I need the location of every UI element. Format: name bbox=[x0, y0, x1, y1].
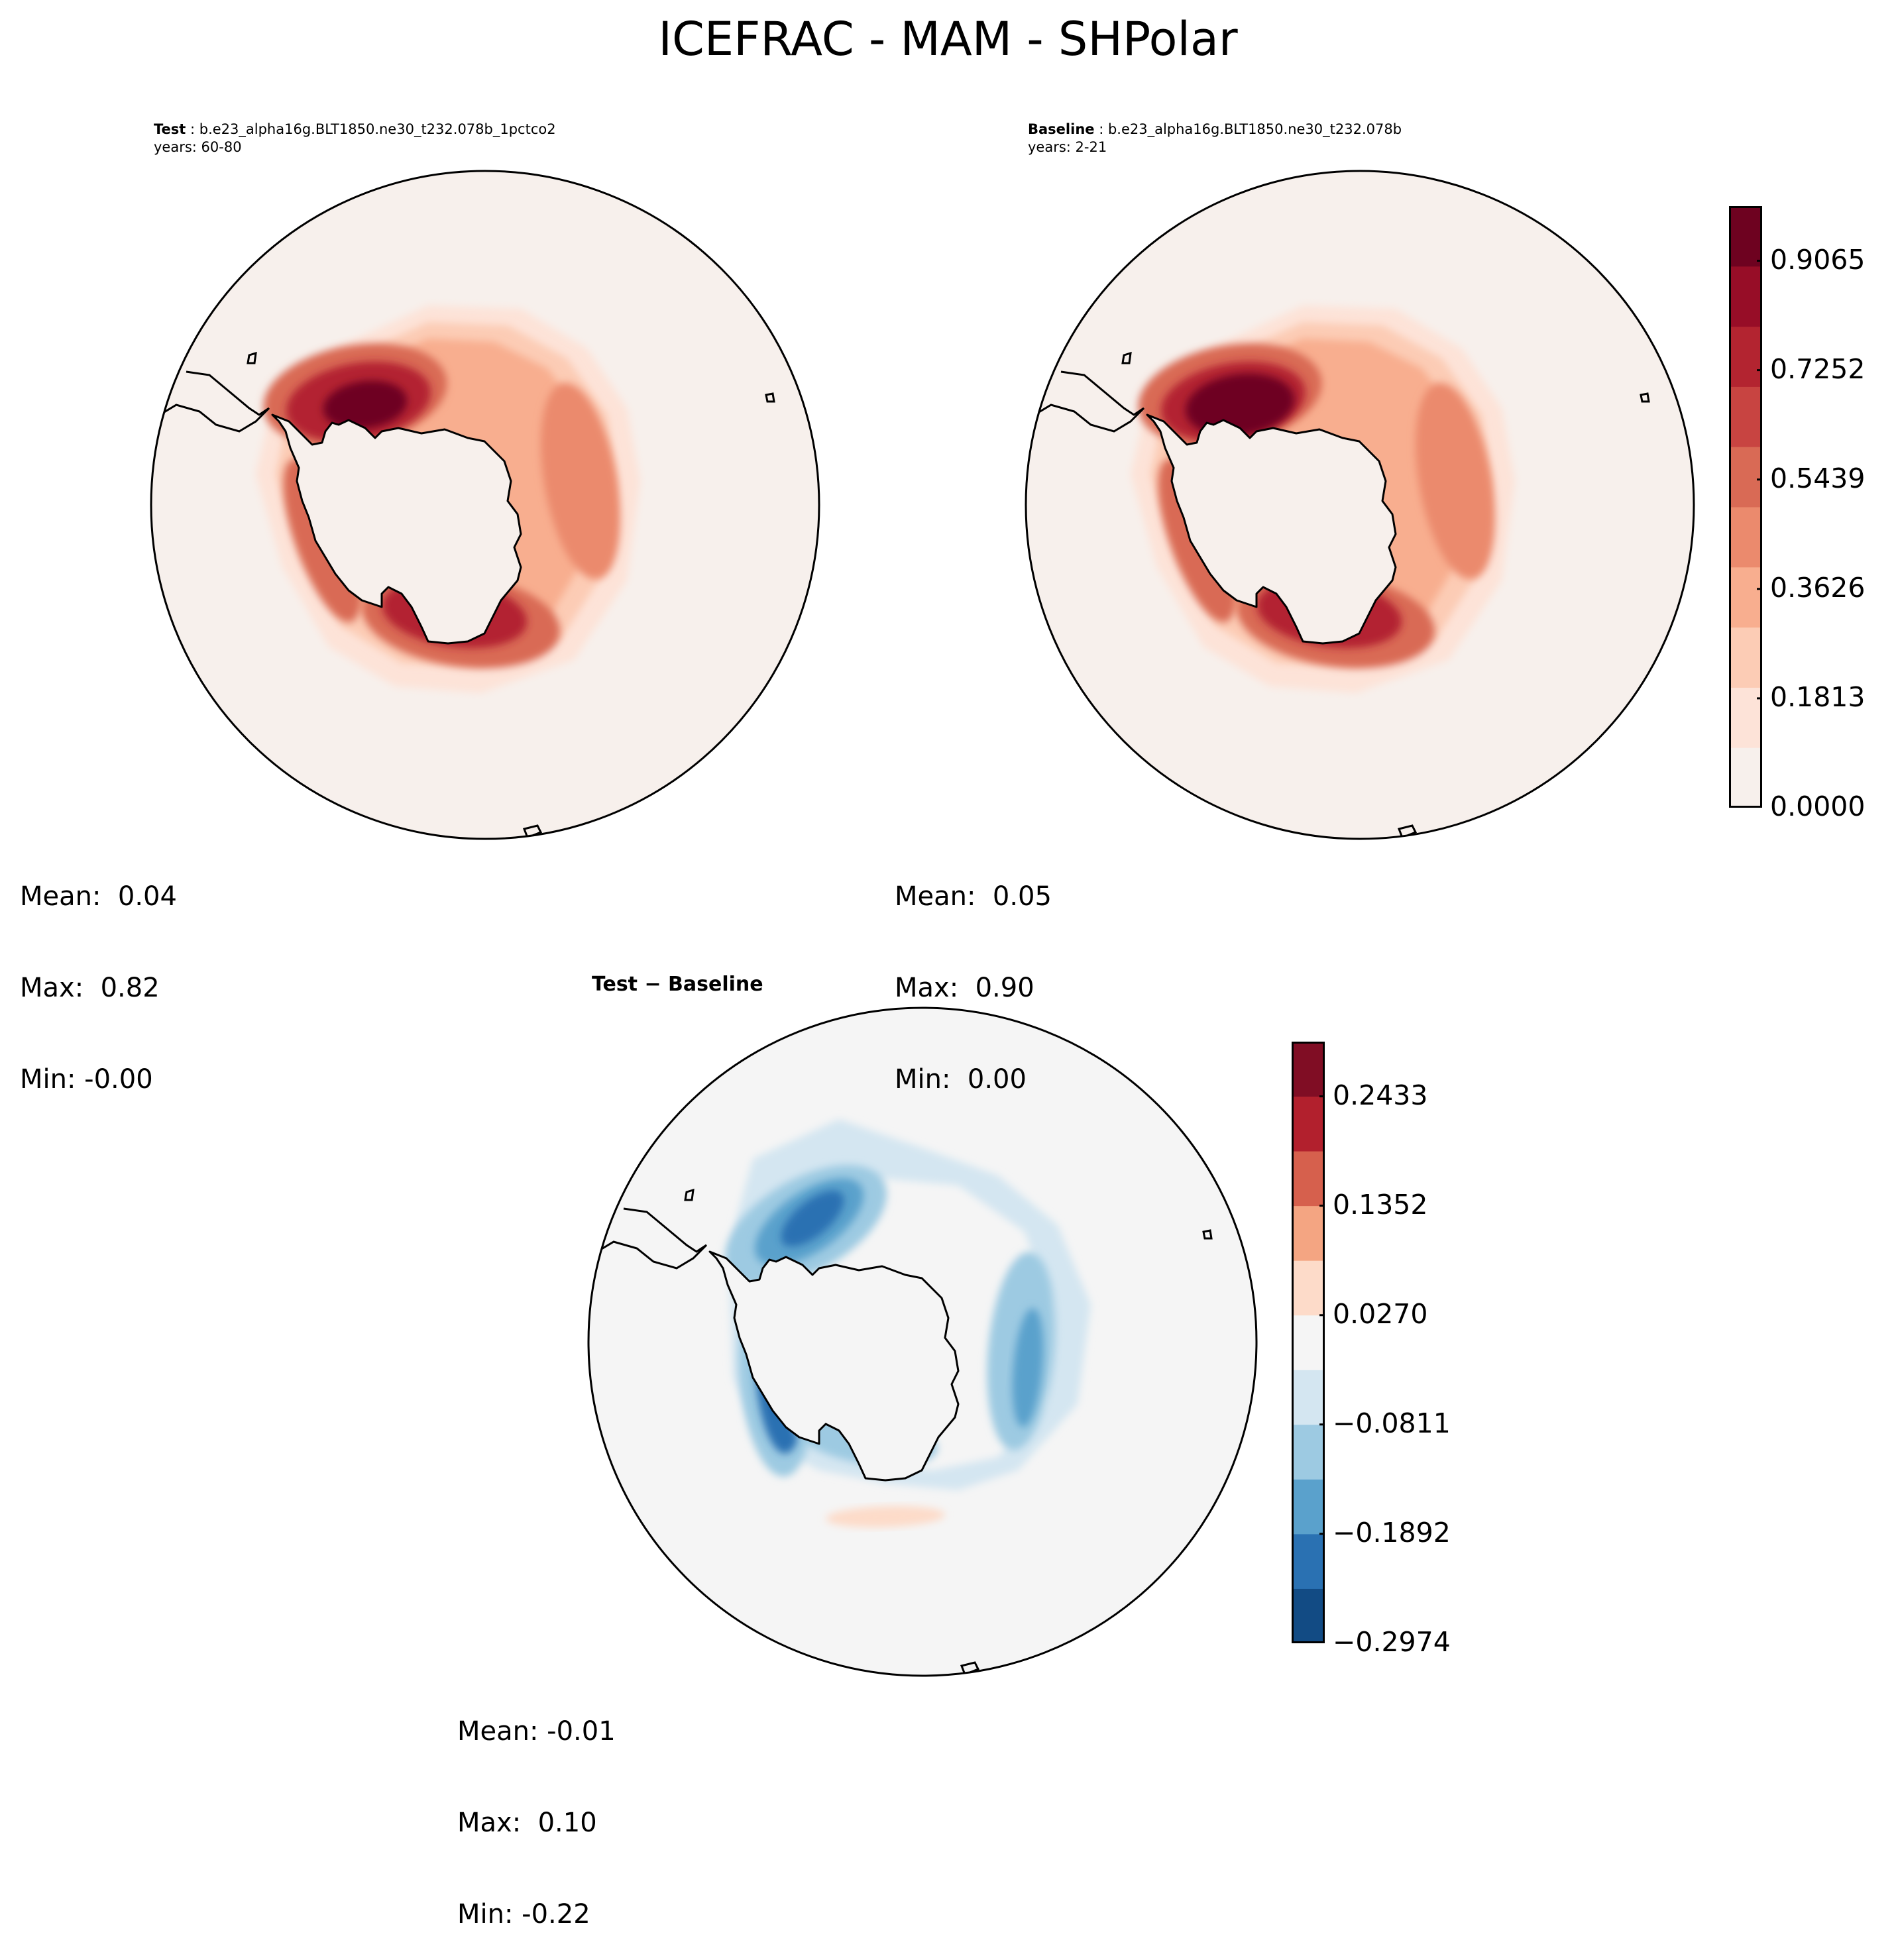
test-years: years: 60-80 bbox=[154, 139, 242, 155]
baseline-mean: Mean: 0.05 bbox=[895, 881, 1052, 912]
baseline-stats: Mean: 0.05 Max: 0.90 Min: 0.00 bbox=[895, 820, 1052, 1125]
colorbar-tick-label: 0.1813 bbox=[1770, 681, 1866, 713]
colorbar-segment bbox=[1729, 386, 1762, 447]
colorbar-segment bbox=[1729, 567, 1762, 628]
test-header-label: Test bbox=[154, 121, 186, 137]
east-diff-2 bbox=[1012, 1308, 1044, 1427]
diff-panel-label: Test − Baseline bbox=[592, 973, 763, 996]
difference-map bbox=[587, 1007, 1258, 1677]
colorbar-segment bbox=[1292, 1588, 1325, 1643]
island-coastline bbox=[522, 824, 543, 839]
colorbar-segment bbox=[1292, 1315, 1325, 1370]
ross-pos-anom bbox=[826, 1505, 945, 1528]
baseline-header-label: Baseline bbox=[1028, 121, 1095, 137]
colorbar-frame bbox=[1292, 1042, 1325, 1643]
map-boundary bbox=[150, 170, 820, 840]
colorbar-segment bbox=[1729, 326, 1762, 387]
colorbar-segment bbox=[1292, 1479, 1325, 1535]
island-coastline bbox=[1640, 392, 1650, 403]
colorbar-segment bbox=[1729, 266, 1762, 327]
weddell-ice-3 bbox=[323, 380, 408, 429]
colorbar-tick-label: 0.9065 bbox=[1770, 243, 1866, 276]
colorbar-segment bbox=[1729, 447, 1762, 508]
colorbar-segment bbox=[1729, 627, 1762, 688]
baseline-case-name: : b.e23_alpha16g.BLT1850.ne30_t232.078b bbox=[1094, 121, 1402, 137]
antarctica-coastline bbox=[271, 413, 522, 645]
weddell-ice-3 bbox=[1186, 373, 1294, 437]
map-boundary bbox=[587, 1007, 1258, 1677]
colorbar-segment bbox=[1729, 747, 1762, 808]
island-coastline bbox=[684, 1188, 695, 1201]
colorbar-tick-label: 0.0270 bbox=[1333, 1297, 1428, 1330]
antarctica-coastline bbox=[1146, 413, 1397, 645]
island-coastline bbox=[1202, 1229, 1213, 1240]
colorbar-segment bbox=[1292, 1042, 1325, 1097]
colorbar-tick-label: 0.1352 bbox=[1333, 1188, 1428, 1221]
test-max: Max: 0.82 bbox=[20, 973, 160, 1003]
diff-colorbar bbox=[1292, 1042, 1325, 1643]
test-stats: Mean: 0.04 Max: 0.82 Min: -0.00 bbox=[20, 820, 177, 1125]
diff-mean: Mean: -0.01 bbox=[457, 1716, 616, 1747]
south-america-coastline bbox=[596, 1207, 708, 1270]
colorbar-segment bbox=[1292, 1151, 1325, 1207]
baseline-years: years: 2-21 bbox=[1028, 139, 1107, 155]
diff-min: Min: -0.22 bbox=[457, 1899, 590, 1930]
colorbar-tick-label: 0.5439 bbox=[1770, 462, 1866, 494]
map-boundary bbox=[1025, 170, 1695, 840]
test-min: Min: -0.00 bbox=[20, 1064, 153, 1095]
colorbar-segment bbox=[1729, 206, 1762, 267]
colorbar-segment bbox=[1729, 507, 1762, 568]
island-coastline bbox=[247, 351, 257, 364]
colorbar-segment bbox=[1292, 1370, 1325, 1425]
baseline-header: Baseline : b.e23_alpha16g.BLT1850.ne30_t… bbox=[1028, 121, 1402, 156]
diff-max: Max: 0.10 bbox=[457, 1808, 597, 1838]
colorbar-segment bbox=[1292, 1533, 1325, 1589]
test-case-name: : b.e23_alpha16g.BLT1850.ne30_t232.078b_… bbox=[186, 121, 556, 137]
test-mean: Mean: 0.04 bbox=[20, 881, 177, 912]
south-america-coastline bbox=[1034, 370, 1145, 433]
island-coastline bbox=[1397, 824, 1418, 839]
figure-title: ICEFRAC - MAM - SHPolar bbox=[658, 12, 1238, 66]
south-america-coastline bbox=[159, 370, 270, 433]
colorbar-tick-label: 0.3626 bbox=[1770, 571, 1866, 604]
antarctica-coastline bbox=[708, 1250, 960, 1482]
baseline-max: Max: 0.90 bbox=[895, 973, 1034, 1003]
colorbar-tick-label: −0.1892 bbox=[1333, 1516, 1451, 1549]
colorbar-segment bbox=[1292, 1424, 1325, 1480]
diff-stats: Mean: -0.01 Max: 0.10 Min: -0.22 bbox=[457, 1655, 616, 1960]
island-coastline bbox=[1121, 351, 1132, 364]
colorbar-segment bbox=[1292, 1260, 1325, 1316]
colorbar-tick-label: 0.7252 bbox=[1770, 353, 1866, 385]
colorbar-tick-label: −0.2974 bbox=[1333, 1626, 1451, 1658]
colorbar-tick-label: 0.2433 bbox=[1333, 1079, 1428, 1111]
island-coastline bbox=[960, 1661, 980, 1676]
weddell-diff-3 bbox=[781, 1190, 844, 1247]
test-map bbox=[150, 170, 820, 840]
test-header: Test : b.e23_alpha16g.BLT1850.ne30_t232.… bbox=[154, 121, 556, 156]
colorbar-segment bbox=[1292, 1096, 1325, 1152]
island-coastline bbox=[765, 392, 775, 403]
baseline-map bbox=[1025, 170, 1695, 840]
colorbar-segment bbox=[1292, 1205, 1325, 1261]
baseline-min: Min: 0.00 bbox=[895, 1064, 1027, 1095]
east-coast-ice bbox=[540, 382, 621, 580]
colorbar-tick-label: 0.0000 bbox=[1770, 790, 1866, 822]
colorbar-segment bbox=[1729, 687, 1762, 748]
east-coast-ice bbox=[1415, 382, 1496, 580]
main-colorbar bbox=[1729, 206, 1762, 808]
colorbar-frame bbox=[1729, 206, 1762, 808]
colorbar-tick-label: −0.0811 bbox=[1333, 1407, 1451, 1439]
